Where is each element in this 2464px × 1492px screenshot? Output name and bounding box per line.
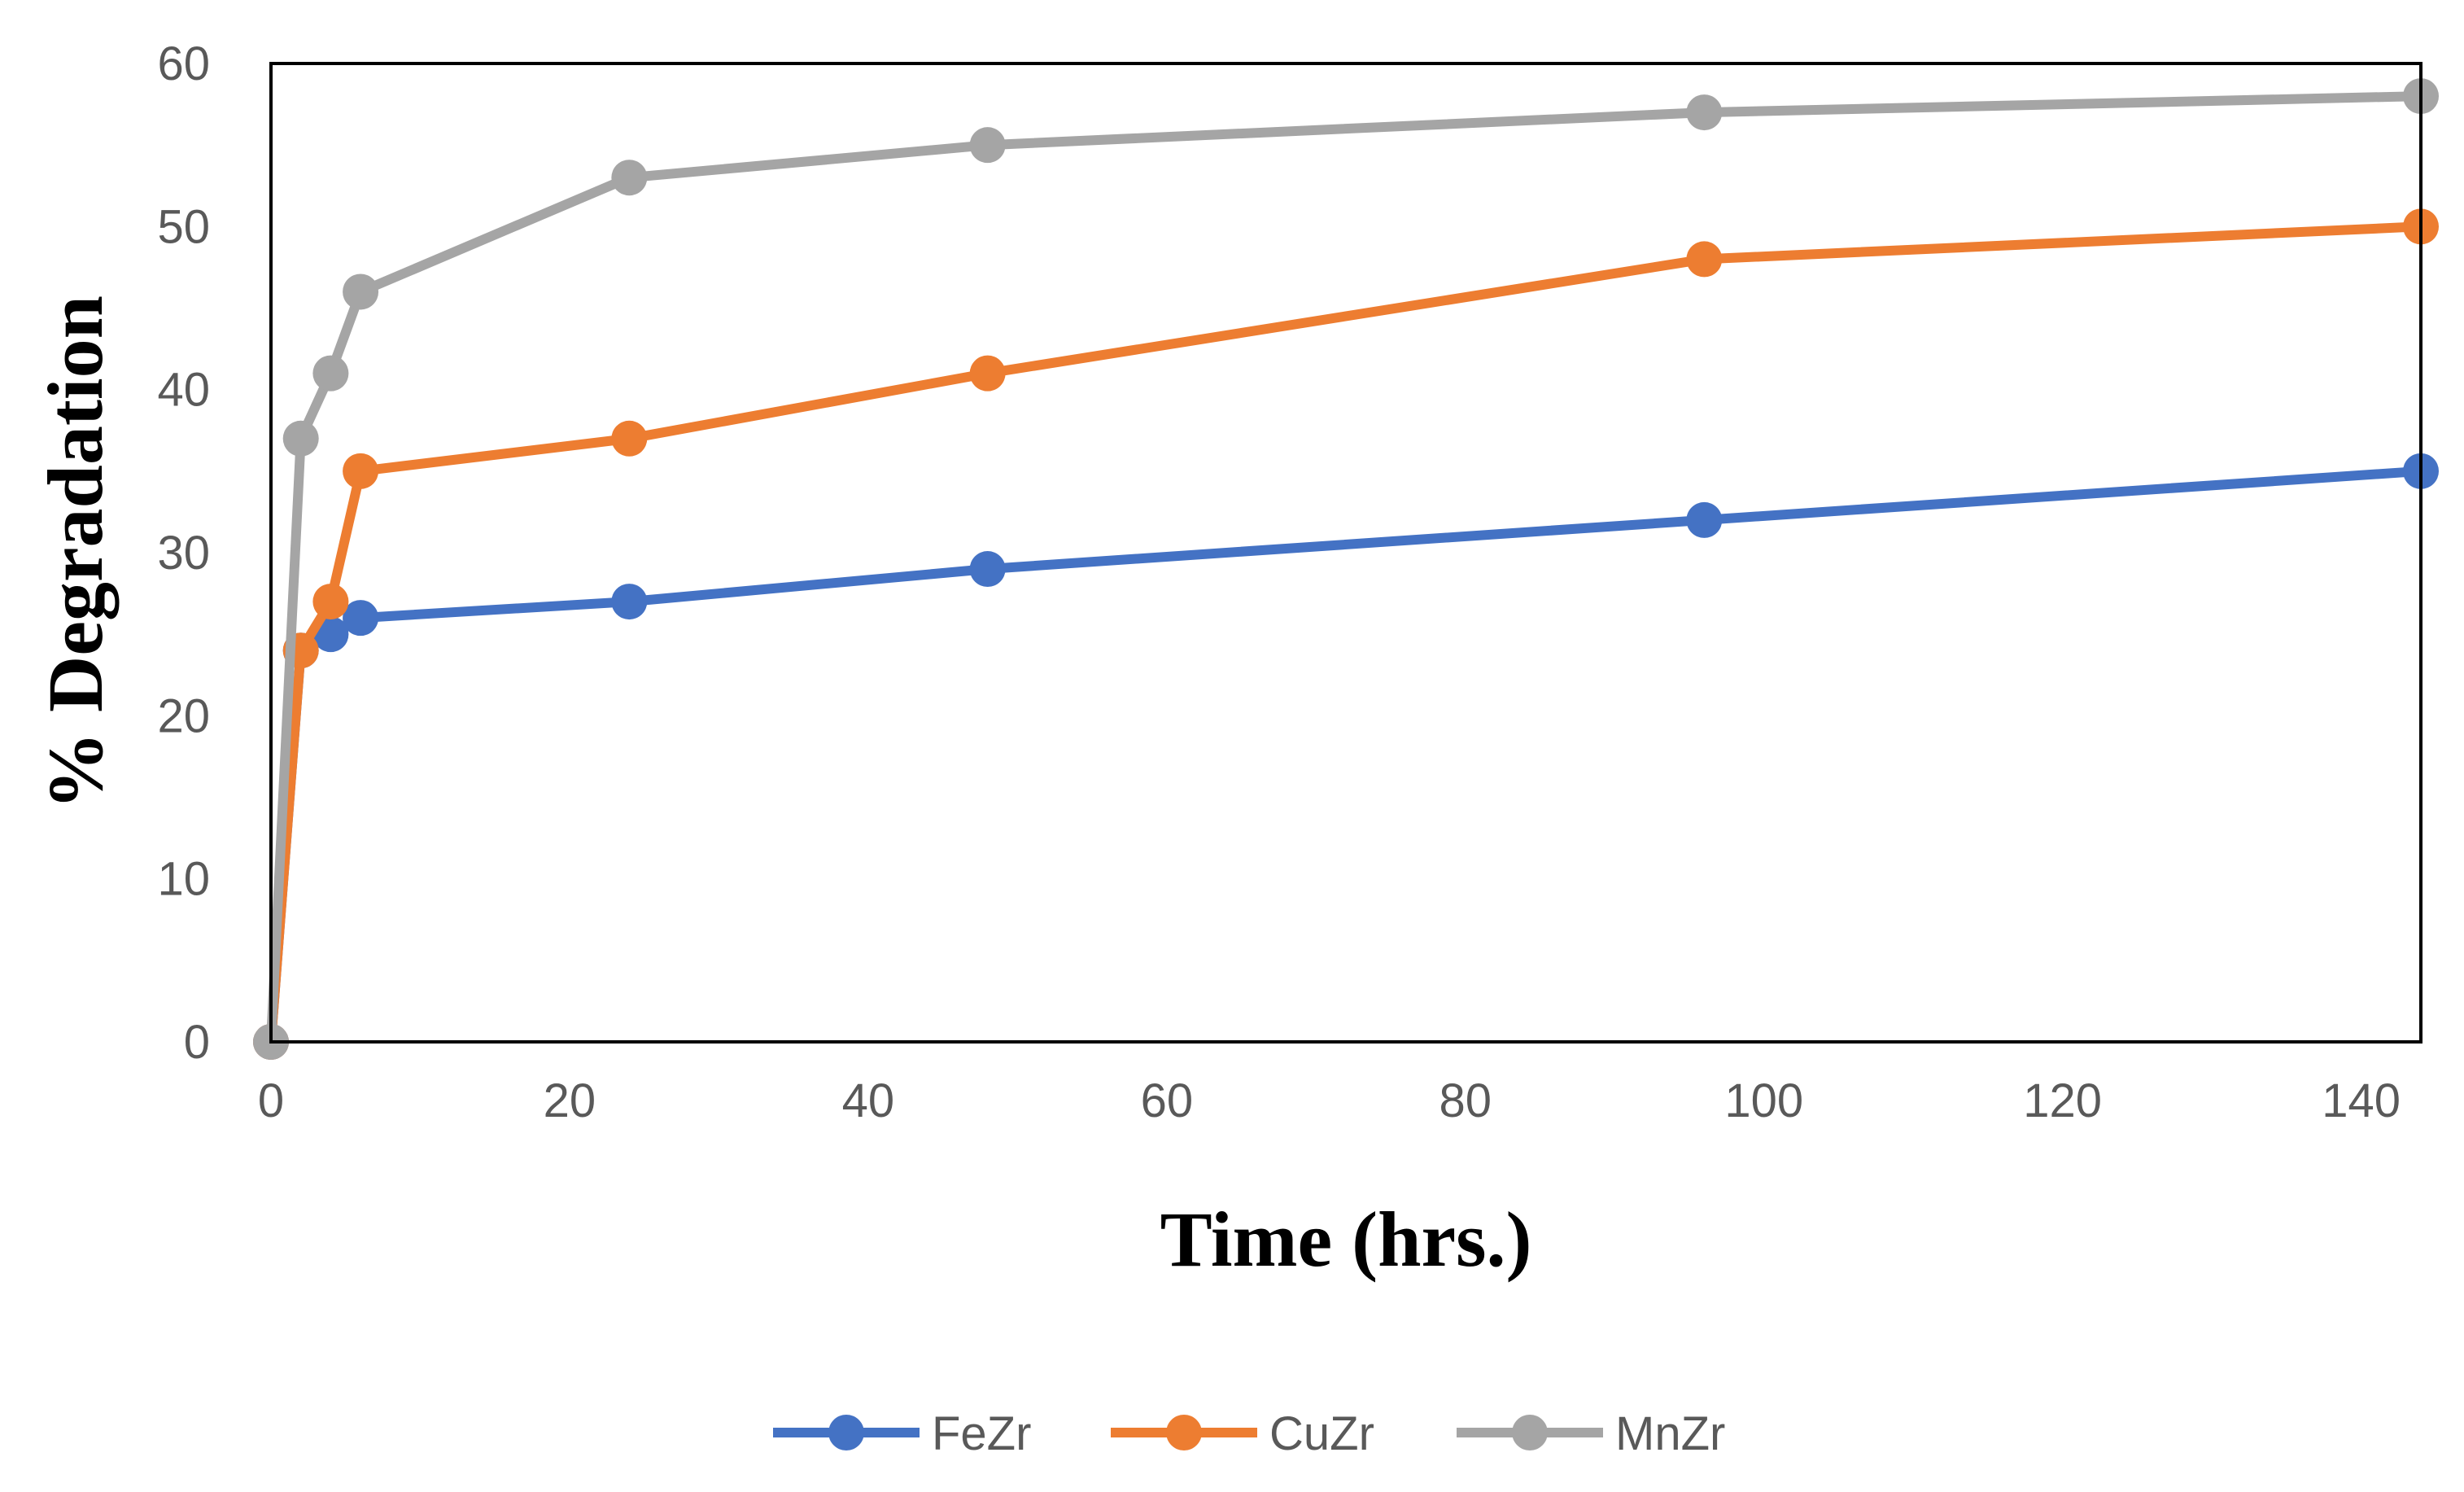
data-point-mnzr	[343, 273, 379, 310]
x-axis-ticks: 0 20 40 60 80 100 120 140	[258, 1074, 2401, 1127]
y-tick-label: 60	[157, 37, 210, 90]
x-tick-label: 0	[258, 1074, 284, 1127]
legend-item-cuzr: CuZr	[1111, 1407, 1374, 1460]
legend: FeZr CuZr MnZr	[773, 1407, 1725, 1460]
legend-item-mnzr: MnZr	[1457, 1407, 1725, 1460]
legend-label: FeZr	[932, 1407, 1031, 1460]
x-tick-label: 120	[2023, 1074, 2102, 1127]
data-point-cuzr	[969, 355, 1006, 392]
y-tick-label: 20	[157, 689, 210, 742]
legend-item-fezr: FeZr	[773, 1407, 1031, 1460]
y-tick-label: 40	[157, 364, 210, 417]
series-mnzr	[253, 78, 2439, 1060]
y-tick-label: 10	[157, 853, 210, 906]
series-layer	[253, 78, 2439, 1060]
x-tick-label: 60	[1141, 1074, 1194, 1127]
x-axis-title: Time (hrs.)	[1160, 1196, 1532, 1283]
data-point-cuzr	[343, 453, 379, 489]
plot-area-frame	[269, 62, 2422, 1044]
legend-swatch-marker	[1166, 1415, 1202, 1450]
x-tick-label: 40	[842, 1074, 895, 1127]
x-tick-label: 140	[2322, 1074, 2401, 1127]
legend-swatch-marker	[1512, 1415, 1548, 1450]
x-tick-label: 80	[1440, 1074, 1492, 1127]
x-tick-label: 100	[1724, 1074, 1803, 1127]
y-axis-ticks: 0 10 20 30 40 50 60	[157, 37, 210, 1069]
data-point-mnzr	[312, 355, 349, 392]
data-point-fezr	[343, 600, 379, 637]
data-point-fezr	[611, 584, 648, 620]
y-axis-title: % Degradation	[32, 295, 119, 810]
x-tick-label: 20	[544, 1074, 596, 1127]
data-point-mnzr	[969, 127, 1006, 164]
legend-label: CuZr	[1269, 1407, 1374, 1460]
y-tick-label: 0	[184, 1016, 210, 1069]
legend-swatch-marker	[828, 1415, 864, 1450]
data-point-mnzr	[282, 420, 319, 457]
legend-label: MnZr	[1615, 1407, 1725, 1460]
data-point-cuzr	[611, 420, 648, 457]
data-point-fezr	[969, 551, 1006, 588]
data-point-mnzr	[611, 160, 648, 196]
data-point-fezr	[1686, 501, 1723, 538]
y-tick-label: 50	[157, 200, 210, 253]
data-point-cuzr	[1686, 241, 1723, 278]
data-point-mnzr	[1686, 94, 1723, 131]
data-point-cuzr	[312, 584, 349, 620]
y-tick-label: 30	[157, 527, 210, 580]
